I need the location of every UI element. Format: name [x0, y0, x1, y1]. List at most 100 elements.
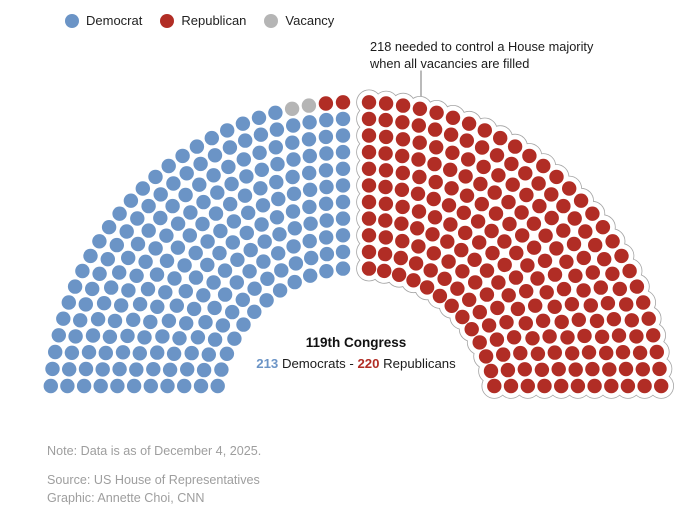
seat-democrat [274, 263, 289, 278]
seat-democrat [200, 257, 215, 273]
seat-democrat [221, 159, 236, 175]
seat-democrat [85, 281, 100, 297]
seat-republican [517, 362, 532, 377]
seat-republican [568, 268, 583, 283]
seat-republican [589, 313, 605, 329]
seat-democrat [172, 331, 187, 346]
seat-democrat [126, 312, 141, 327]
seat-democrat [73, 313, 88, 328]
seat-democrat [225, 304, 240, 320]
seat-republican [554, 378, 569, 394]
seat-democrat [272, 227, 287, 242]
seat-republican [620, 378, 636, 394]
seat-republican [491, 275, 506, 290]
seat-democrat [242, 264, 257, 279]
seat-republican [429, 140, 444, 155]
seat-republican [497, 257, 512, 273]
seat-republican [443, 217, 458, 232]
seat-republican [425, 227, 440, 242]
seat-republican [566, 236, 582, 252]
seat-republican [547, 267, 563, 282]
seat-democrat [302, 115, 317, 130]
seat-republican [461, 116, 477, 131]
seat-republican [588, 237, 603, 253]
seat-republican [595, 220, 611, 235]
seat-democrat [60, 378, 75, 394]
seat-republican [509, 245, 524, 261]
seat-democrat [129, 268, 144, 283]
seat-democrat [170, 240, 186, 255]
seat-democrat [158, 285, 173, 300]
seat-democrat [51, 328, 66, 343]
seat-republican [637, 378, 652, 394]
seat-republican [468, 275, 483, 290]
seat-democrat [132, 297, 148, 312]
seat-republican [361, 95, 377, 110]
seat-democrat [110, 378, 125, 394]
seat-republican [578, 224, 593, 239]
seat-democrat [78, 297, 94, 312]
seat-republican [395, 233, 410, 249]
seat-democrat [286, 152, 301, 167]
seat-democrat [137, 330, 152, 345]
seat-republican [427, 210, 443, 225]
seat-democrat [107, 313, 123, 329]
seat-republican [496, 347, 511, 362]
seat-republican [491, 168, 506, 183]
seat-democrat [253, 181, 268, 196]
seat-republican [542, 329, 557, 344]
seat-democrat [149, 267, 165, 282]
seat-republican [361, 211, 377, 226]
seat-democrat [56, 311, 71, 326]
seat-republican [412, 101, 428, 117]
seat-democrat [302, 233, 317, 249]
seat-republican [520, 378, 535, 394]
seat-democrat [120, 328, 135, 344]
seat-democrat [319, 179, 334, 195]
seat-democrat [235, 116, 251, 131]
seat-democrat [48, 344, 63, 360]
seat-democrat [100, 252, 116, 267]
seat-democrat [287, 274, 302, 290]
seat-democrat [247, 304, 262, 319]
seat-democrat [112, 265, 127, 280]
seat-republican [615, 345, 631, 360]
seat-republican [605, 266, 620, 281]
seat-republican [515, 228, 530, 243]
seat-republican [484, 223, 499, 239]
seat-republican [428, 174, 443, 190]
seat-republican [565, 346, 580, 361]
seat-republican [464, 322, 479, 337]
seat-democrat [236, 152, 251, 167]
seat-democrat [129, 362, 144, 377]
seat-republican [530, 271, 545, 286]
seat-vacancy [284, 101, 300, 117]
seat-democrat [251, 110, 267, 126]
seat-republican [361, 228, 377, 243]
seat-republican [501, 194, 516, 210]
source-line: Source: US House of Representatives [47, 473, 260, 487]
seat-democrat [217, 263, 233, 278]
seat-republican [462, 292, 477, 307]
seat-republican [445, 145, 460, 160]
seat-republican [547, 299, 562, 314]
seat-republican [585, 361, 600, 377]
seat-democrat [188, 270, 204, 285]
seat-democrat [186, 301, 202, 317]
seat-democrat [302, 199, 317, 215]
democrat-swatch-icon [65, 13, 79, 28]
seat-democrat [98, 345, 114, 361]
seat-democrat [301, 132, 317, 147]
seat-republican [426, 246, 441, 261]
seat-republican [505, 177, 520, 192]
count-separator: - [349, 356, 354, 371]
seat-republican [395, 115, 410, 130]
seat-republican [419, 280, 435, 295]
seat-republican [544, 187, 559, 202]
seat-democrat [239, 169, 254, 184]
seat-republican [518, 166, 533, 181]
seat-democrat [226, 214, 242, 229]
seat-republican [432, 288, 448, 304]
seat-democrat [135, 181, 150, 196]
seat-republican [556, 223, 571, 238]
